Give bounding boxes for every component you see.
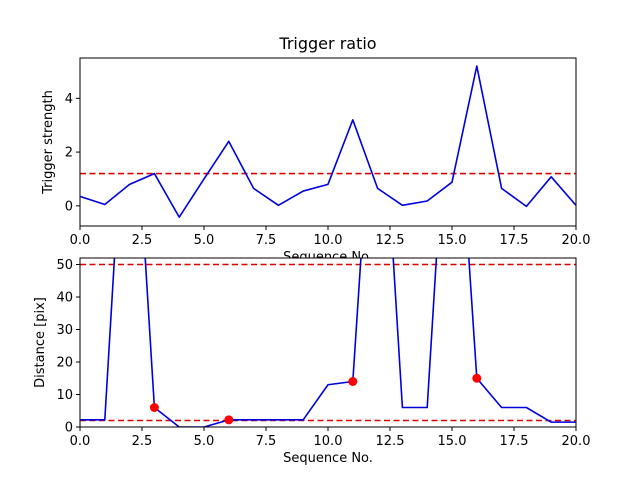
y-axis-label: Trigger strength [41,90,56,195]
y-tick-label: 0 [65,421,73,436]
x-tick-label: 20.0 [562,434,591,449]
x-tick-label: 0.0 [70,434,91,449]
y-tick-label: 0 [65,199,73,214]
x-tick-label: 2.5 [132,434,153,449]
axes-frame [79,57,577,227]
x-tick-label: 0.0 [70,233,91,248]
x-tick-label: 5.0 [194,434,215,449]
marker-point [472,373,482,383]
x-tick-label: 10.0 [314,233,343,248]
series-line-1 [80,65,576,218]
y-tick-label: 2 [65,146,73,161]
y-tick-label: 10 [56,388,73,403]
x-tick-label: 12.5 [376,233,405,248]
y-tick-label: 40 [56,291,73,306]
plot-area [80,258,576,427]
marker-point [224,415,234,425]
plot-area [80,65,576,218]
y-tick-label: 4 [65,92,73,107]
x-tick-label: 12.5 [376,434,405,449]
chart-1: Sequence No.0.0 2.5 5.0 7.5 10.0 12.5 15.0 17.5… [41,34,590,265]
x-tick-label: 5.0 [194,233,215,248]
y-tick-label: 20 [56,356,73,371]
x-tick-label: 20.0 [562,233,591,248]
x-tick-label: 2.5 [132,233,153,248]
x-tick-label: 17.5 [500,233,529,248]
chart-2: Sequence No. 0.0 2.5 5.0 7.5 10.0 12.5 15.0 17.5… [33,257,591,466]
series-line-1 [80,258,576,427]
x-tick-label: 15.0 [438,233,467,248]
y-tick-label: 30 [56,323,73,338]
x-tick-label: 15.0 [438,434,467,449]
x-tick-label: 17.5 [500,434,529,449]
marker-point [149,403,159,412]
marker-point [348,377,358,386]
x-tick-label: 7.5 [256,434,277,449]
y-axis-label: Distance [pix] [33,297,48,388]
x-tick-label: 10.0 [314,434,343,449]
chart-title: Trigger ratio [278,34,376,53]
x-tick-label: 7.5 [256,233,277,248]
y-tick-label: 50 [56,258,73,273]
x-axis-label: Sequence No. [283,451,373,466]
